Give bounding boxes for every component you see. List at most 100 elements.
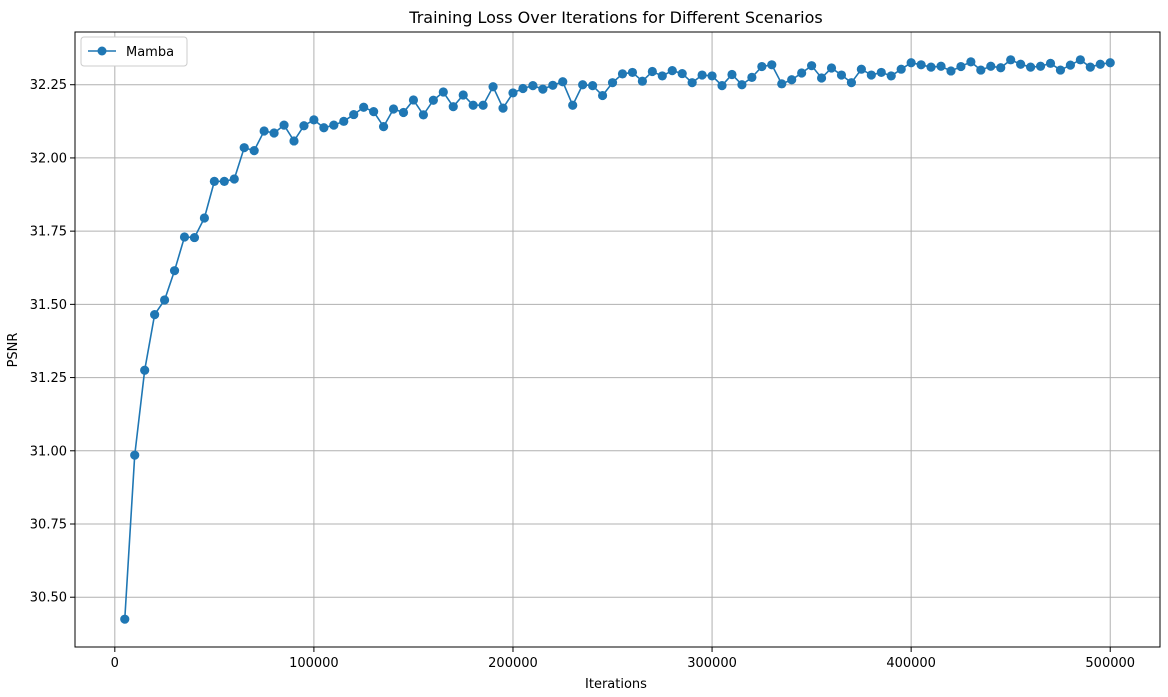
data-point <box>856 64 866 74</box>
data-point <box>926 62 936 72</box>
data-point <box>647 66 657 77</box>
data-point <box>438 87 448 97</box>
data-point <box>538 84 548 94</box>
y-tick-label: 32.00 <box>30 151 67 166</box>
data-point <box>737 80 747 90</box>
data-point <box>388 104 399 114</box>
data-point <box>747 72 757 82</box>
x-tick-label: 300000 <box>687 656 737 671</box>
series-line <box>123 58 1111 620</box>
legend: Mamba <box>80 36 188 67</box>
data-point <box>687 78 697 88</box>
x-tick-label: 0 <box>111 656 119 671</box>
x-tick-label: 400000 <box>886 656 936 671</box>
data-point <box>637 76 647 86</box>
data-point <box>269 128 279 138</box>
data-point <box>697 70 707 80</box>
y-tick-label: 31.75 <box>30 225 67 240</box>
data-point <box>1025 62 1036 72</box>
data-point <box>408 95 419 105</box>
data-point <box>787 75 797 85</box>
plot-frame <box>74 31 1161 648</box>
data-point <box>1065 60 1076 70</box>
data-point <box>150 310 160 320</box>
data-point <box>807 61 817 71</box>
y-tick-label: 32.25 <box>30 78 67 93</box>
data-point <box>966 57 976 67</box>
data-point <box>249 146 259 156</box>
chart-title: Training Loss Over Iterations for Differ… <box>408 8 822 27</box>
data-point <box>1085 62 1095 72</box>
data-point <box>398 107 409 118</box>
data-point <box>528 80 538 91</box>
data-point <box>319 123 329 133</box>
data-point <box>189 232 200 243</box>
data-point <box>946 66 956 76</box>
data-point <box>458 90 468 100</box>
data-point <box>259 126 269 136</box>
x-tick-label: 100000 <box>289 656 339 671</box>
x-axis-ticks: 0 100000 200000 300000 400000 500000 <box>111 647 1135 671</box>
data-point <box>996 63 1006 73</box>
data-point <box>488 82 498 92</box>
data-point <box>279 120 289 130</box>
data-point <box>906 58 916 68</box>
data-point <box>846 78 857 88</box>
data-point <box>727 69 737 80</box>
data-point <box>428 95 438 105</box>
data-point <box>1035 61 1046 71</box>
data-point <box>578 80 588 90</box>
data-point <box>418 110 428 120</box>
data-point <box>219 176 229 186</box>
series-group <box>120 55 1115 624</box>
y-tick-label: 31.25 <box>30 371 67 386</box>
data-point <box>886 71 896 81</box>
data-point <box>976 65 986 75</box>
data-point <box>299 121 309 131</box>
data-point <box>568 100 578 110</box>
y-tick-label: 30.50 <box>30 591 67 606</box>
data-point <box>518 83 528 94</box>
data-point <box>767 60 777 70</box>
data-point <box>140 365 150 375</box>
data-point <box>1105 58 1115 68</box>
data-point <box>757 61 767 72</box>
data-point <box>1016 59 1026 69</box>
data-point <box>508 88 518 98</box>
data-point <box>339 116 349 126</box>
y-axis-ticks: 30.50 30.75 31.00 31.25 31.50 31.75 32.00 32.25 <box>30 78 75 606</box>
data-point <box>329 120 339 130</box>
data-point <box>289 136 299 146</box>
data-point <box>159 295 170 305</box>
data-point <box>707 71 717 81</box>
data-point <box>1055 65 1066 75</box>
data-point <box>617 69 628 79</box>
data-point <box>349 109 359 120</box>
data-point <box>169 266 180 276</box>
x-axis-title: Iterations <box>585 677 647 692</box>
data-point <box>956 61 966 72</box>
x-tick-label: 200000 <box>488 656 538 671</box>
data-point <box>896 64 906 74</box>
data-point <box>866 70 876 80</box>
data-point <box>797 68 807 78</box>
data-point <box>588 80 598 91</box>
legend-marker-swatch <box>97 46 107 56</box>
data-point <box>986 61 996 71</box>
data-point <box>120 614 130 624</box>
data-point <box>130 450 140 460</box>
legend-box <box>80 36 188 67</box>
y-tick-label: 30.75 <box>30 518 67 533</box>
data-point <box>359 102 369 112</box>
data-point <box>677 68 687 79</box>
data-point <box>478 100 488 110</box>
data-point <box>229 174 239 184</box>
data-point <box>448 102 458 112</box>
data-point <box>936 61 946 71</box>
data-point <box>627 67 638 78</box>
data-point <box>239 143 249 153</box>
data-point <box>607 78 618 88</box>
data-point <box>309 115 319 125</box>
data-point <box>1075 55 1085 65</box>
